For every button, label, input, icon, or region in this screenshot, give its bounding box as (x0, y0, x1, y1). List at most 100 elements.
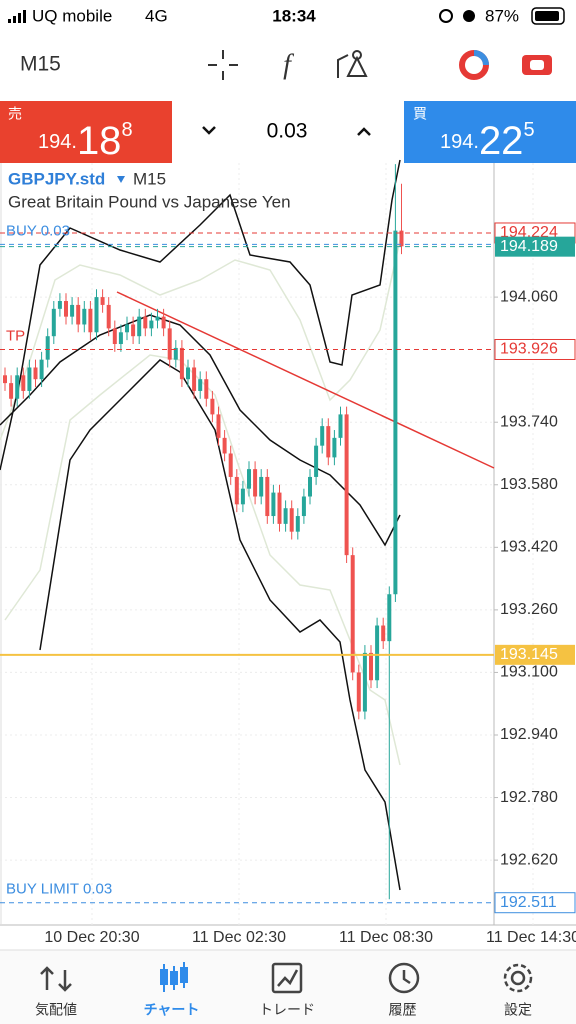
inner-upper-band (0, 239, 401, 441)
y-tick-label: 192.620 (500, 851, 558, 868)
trade-icon (271, 962, 303, 994)
candle-body (320, 426, 325, 446)
battery (531, 7, 565, 25)
candle-body (314, 445, 319, 477)
battery-level (535, 11, 559, 21)
price-tag (495, 236, 575, 257)
price-tag-label: 192.511 (500, 894, 557, 911)
account-button-part (473, 50, 489, 66)
x-tick-label: 10 Dec 20:30 (44, 929, 139, 946)
signal (23, 10, 26, 23)
candle-body (332, 437, 337, 458)
candle-body (64, 301, 68, 317)
candle-body (326, 426, 331, 458)
x-tick-label: 11 Dec 08:30 (339, 929, 433, 946)
candle-body (57, 301, 62, 309)
nav-label[interactable]: 履歴 (389, 1002, 417, 1018)
candle-body (15, 375, 20, 399)
settings-icon (503, 963, 533, 993)
candle-body (369, 652, 373, 681)
candle-body (94, 297, 99, 333)
nav-label[interactable]: 気配値 (35, 1002, 77, 1018)
objects-button[interactable] (337, 50, 368, 78)
candle-body (155, 316, 160, 321)
candle-body (21, 375, 26, 391)
candle-body (375, 625, 380, 681)
nav-label[interactable]: 設定 (504, 1002, 532, 1018)
candle-body (295, 516, 300, 532)
nav-label[interactable]: チャート (144, 1002, 200, 1018)
candle-body (381, 625, 386, 642)
status-bar: UQ mobile 4G 18:34 87% (8, 6, 565, 25)
candle-body (356, 672, 361, 712)
price-tag-label: 194.189 (500, 238, 558, 255)
candle-body (253, 469, 258, 497)
candle-body (204, 379, 209, 399)
candle-body (106, 304, 111, 329)
sell-button[interactable] (0, 101, 172, 163)
candle-body (393, 230, 398, 595)
price-tag (495, 644, 575, 665)
nav-label[interactable]: トレード (259, 1002, 315, 1018)
volume[interactable]: 0.03 (267, 120, 308, 143)
y-tick-label: 193.100 (500, 664, 558, 681)
level-label: BUY 0.03 (6, 222, 70, 239)
candle-body (131, 324, 136, 337)
candle-body (39, 359, 44, 380)
candle-body (3, 375, 7, 384)
quotes-icon (40, 966, 72, 992)
buy-label: 買 (413, 106, 427, 122)
candle-body (27, 367, 32, 391)
candle-body (198, 379, 203, 391)
candle-body (283, 508, 288, 524)
candle-body (76, 304, 81, 325)
candle-body (271, 492, 276, 517)
symbol-dropdown[interactable] (117, 176, 125, 183)
candle-body (265, 476, 270, 517)
volume-down[interactable] (202, 126, 216, 135)
network: 4G (145, 6, 168, 25)
candle-body (247, 469, 251, 489)
buy-sup: 5 (523, 119, 534, 141)
y-tick-label: 194.060 (500, 288, 558, 305)
buy-button[interactable] (404, 101, 576, 163)
candles (3, 164, 404, 900)
candle-body (173, 347, 178, 360)
battery-pct: 87% (485, 6, 519, 25)
alarm-icon (463, 10, 475, 22)
candle-body (100, 297, 105, 305)
sell-prefix: 194. (38, 131, 77, 153)
candle-body (362, 652, 367, 712)
candle-body (149, 320, 154, 329)
symbol[interactable]: GBPJPY.std (8, 169, 105, 188)
trend-line[interactable] (116, 291, 495, 469)
y-tick-label: 192.780 (500, 789, 558, 806)
bollinger-bands (0, 159, 401, 891)
buy-prefix: 194. (440, 131, 479, 153)
crosshair-button[interactable] (208, 50, 238, 80)
timeframe-button[interactable]: M15 (20, 53, 61, 76)
y-tick-label: 193.260 (500, 601, 558, 618)
signal (13, 16, 16, 23)
buy-big: 22 (479, 119, 524, 163)
price-axis: 194.060 193.740 193.580 193.420 193.260 193.1… (44, 288, 576, 946)
indicator-button[interactable]: f (283, 49, 294, 80)
candle-body (161, 316, 166, 329)
candle-body (240, 488, 245, 505)
candle-body (9, 383, 14, 399)
candle-body (51, 308, 56, 337)
candle-body (179, 347, 184, 380)
level-label: TP (6, 327, 25, 344)
price-tag (494, 892, 576, 914)
lower-band (39, 359, 401, 891)
price-tag-label: 193.926 (500, 341, 558, 358)
candle-body (192, 367, 197, 391)
candle-body (167, 328, 172, 360)
trade-button-part (530, 60, 544, 70)
y-tick-label: 192.940 (500, 726, 558, 743)
volume-up[interactable] (357, 127, 371, 136)
buy-price: 194.225 (440, 119, 535, 163)
candle-body (308, 476, 312, 497)
